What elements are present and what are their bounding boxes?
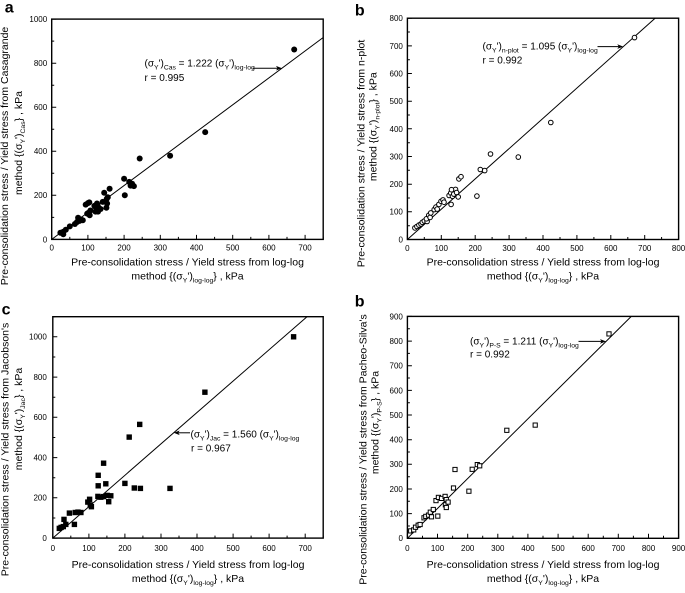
svg-text:100: 100 xyxy=(390,510,404,519)
svg-text:100: 100 xyxy=(431,544,445,553)
svg-text:method {(σY')log-log} , kPa: method {(σY')log-log} , kPa xyxy=(487,573,599,587)
svg-text:600: 600 xyxy=(33,413,47,422)
svg-text:500: 500 xyxy=(390,411,404,420)
svg-text:0: 0 xyxy=(405,544,410,553)
svg-text:600: 600 xyxy=(390,386,404,395)
svg-text:300: 300 xyxy=(154,544,168,553)
svg-text:400: 400 xyxy=(190,544,204,553)
svg-text:0: 0 xyxy=(398,534,403,543)
svg-text:r = 0.992: r = 0.992 xyxy=(483,56,523,67)
svg-text:300: 300 xyxy=(491,544,505,553)
svg-text:900: 900 xyxy=(672,544,685,553)
svg-text:800: 800 xyxy=(390,337,404,346)
svg-text:method {(σY')P-S} , kPa: method {(σY')P-S} , kPa xyxy=(369,371,383,474)
svg-text:500: 500 xyxy=(570,244,584,253)
svg-text:200: 200 xyxy=(34,191,48,200)
svg-text:r = 0.967: r = 0.967 xyxy=(191,444,231,455)
svg-text:method {(σY')n-plot} , kPa: method {(σY')n-plot} , kPa xyxy=(368,72,382,181)
svg-text:r = 0.992: r = 0.992 xyxy=(470,350,510,361)
svg-text:500: 500 xyxy=(226,244,240,253)
svg-text:method {(σY')log-log} , kPa: method {(σY')log-log} , kPa xyxy=(132,573,244,587)
svg-text:500: 500 xyxy=(226,544,240,553)
svg-text:900: 900 xyxy=(390,312,404,321)
svg-text:800: 800 xyxy=(672,244,685,253)
svg-text:method {(σY')log-log} , kPa: method {(σY')log-log} , kPa xyxy=(487,271,599,285)
svg-text:method {(σY')Cas} , kPa: method {(σY')Cas} , kPa xyxy=(13,91,27,195)
svg-text:method {(σY')Jac} , kPa: method {(σY')Jac} , kPa xyxy=(13,368,27,471)
svg-text:c: c xyxy=(2,301,11,318)
svg-text:700: 700 xyxy=(299,544,313,553)
svg-text:a: a xyxy=(5,0,14,17)
svg-text:400: 400 xyxy=(536,244,550,253)
svg-text:500: 500 xyxy=(390,97,404,106)
svg-text:300: 300 xyxy=(390,152,404,161)
svg-text:0: 0 xyxy=(51,544,56,553)
svg-text:1000: 1000 xyxy=(29,15,47,24)
svg-text:0: 0 xyxy=(43,235,48,244)
svg-text:Pre-consolidation stress / Yie: Pre-consolidation stress / Yield stress … xyxy=(71,257,304,269)
svg-text:200: 200 xyxy=(117,244,131,253)
svg-text:Pre-consolidation stress / Yie: Pre-consolidation stress / Yield stress … xyxy=(355,40,367,268)
svg-text:b: b xyxy=(355,293,365,310)
svg-text:100: 100 xyxy=(82,544,96,553)
svg-text:700: 700 xyxy=(298,244,312,253)
svg-text:400: 400 xyxy=(34,147,48,156)
svg-text:800: 800 xyxy=(642,544,656,553)
svg-text:600: 600 xyxy=(582,544,596,553)
svg-text:r = 0.995: r = 0.995 xyxy=(145,73,185,84)
svg-text:0: 0 xyxy=(49,244,54,253)
svg-text:800: 800 xyxy=(390,14,404,23)
svg-text:1000: 1000 xyxy=(29,333,47,342)
svg-text:0: 0 xyxy=(405,244,410,253)
svg-text:100: 100 xyxy=(435,244,449,253)
svg-text:300: 300 xyxy=(154,244,168,253)
svg-text:method {(σY')log-log} , kPa: method {(σY')log-log} , kPa xyxy=(131,271,243,285)
svg-text:Pre-consolidation stress / Yie: Pre-consolidation stress / Yield stress … xyxy=(427,559,660,571)
svg-text:200: 200 xyxy=(118,544,132,553)
svg-text:0: 0 xyxy=(398,235,403,244)
svg-text:200: 200 xyxy=(33,494,47,503)
svg-text:600: 600 xyxy=(34,103,48,112)
svg-text:200: 200 xyxy=(390,180,404,189)
svg-text:Pre-consolidation stress / Yie: Pre-consolidation stress / Yield stress … xyxy=(0,27,11,286)
svg-text:600: 600 xyxy=(262,244,276,253)
svg-text:400: 400 xyxy=(390,125,404,134)
svg-text:400: 400 xyxy=(521,544,535,553)
svg-text:0: 0 xyxy=(42,534,47,543)
svg-text:400: 400 xyxy=(390,436,404,445)
svg-text:600: 600 xyxy=(604,244,618,253)
svg-text:b: b xyxy=(355,3,365,20)
svg-text:800: 800 xyxy=(33,373,47,382)
svg-text:100: 100 xyxy=(81,244,95,253)
svg-text:700: 700 xyxy=(390,42,404,51)
svg-text:400: 400 xyxy=(190,244,204,253)
svg-text:Pre-consolidation stress / Yie: Pre-consolidation stress / Yield stress … xyxy=(0,323,11,577)
svg-text:200: 200 xyxy=(469,244,483,253)
svg-text:700: 700 xyxy=(390,362,404,371)
svg-text:300: 300 xyxy=(502,244,516,253)
svg-text:Pre-consolidation stress / Yie: Pre-consolidation stress / Yield stress … xyxy=(72,559,305,571)
svg-text:500: 500 xyxy=(551,544,565,553)
svg-text:600: 600 xyxy=(262,544,276,553)
svg-text:200: 200 xyxy=(390,485,404,494)
svg-text:Pre-consolidation stress / Yie: Pre-consolidation stress / Yield stress … xyxy=(427,257,660,269)
svg-text:Pre-consolidation stress / Yie: Pre-consolidation stress / Yield stress … xyxy=(358,314,370,584)
svg-text:800: 800 xyxy=(34,59,48,68)
svg-text:700: 700 xyxy=(638,244,652,253)
svg-text:700: 700 xyxy=(612,544,626,553)
svg-text:600: 600 xyxy=(390,69,404,78)
svg-text:300: 300 xyxy=(390,460,404,469)
svg-text:100: 100 xyxy=(390,208,404,217)
svg-text:400: 400 xyxy=(33,454,47,463)
svg-text:200: 200 xyxy=(461,544,475,553)
